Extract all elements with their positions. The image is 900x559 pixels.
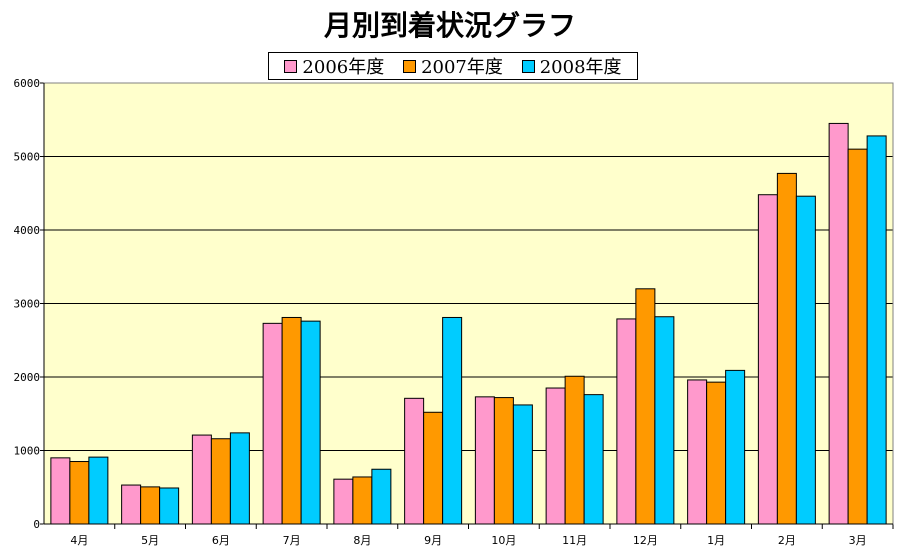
legend-item-2006: 2006年度: [284, 53, 384, 79]
bar: [545, 387, 566, 525]
y-tick-label: 0: [33, 518, 40, 531]
x-tick-label: 7月: [283, 534, 301, 547]
legend-swatch-2006: [284, 59, 298, 73]
bar: [725, 369, 746, 525]
bar: [404, 397, 425, 525]
y-tick-label: 4000: [14, 224, 41, 237]
y-tick-label: 3000: [14, 298, 41, 311]
bar: [88, 456, 109, 525]
legend-swatch-2007: [403, 59, 417, 73]
bar: [333, 478, 354, 525]
x-tick-label: 11月: [562, 534, 587, 547]
x-tick-label: 5月: [141, 534, 159, 547]
y-tick-label: 1000: [14, 445, 41, 458]
bar: [866, 135, 887, 525]
legend-item-2008: 2008年度: [521, 53, 622, 79]
bar: [687, 379, 708, 525]
bar: [493, 397, 514, 525]
bar: [654, 316, 675, 525]
x-tick-label: 10月: [491, 534, 516, 547]
chart-title: 月別到着状況グラフ: [323, 9, 576, 42]
legend-item-2007: 2007年度: [403, 53, 503, 79]
bar: [352, 476, 373, 525]
bar: [50, 457, 71, 525]
bar: [210, 438, 231, 525]
bar: [140, 486, 161, 525]
x-tick-label: 12月: [633, 534, 658, 547]
bar: [262, 322, 283, 525]
bar: [616, 318, 637, 525]
x-tick-label: 3月: [849, 534, 867, 547]
legend-label-2008: 2008年度: [539, 57, 622, 78]
bar: [757, 194, 778, 525]
bar: [442, 316, 463, 525]
bar: [512, 404, 533, 525]
bar: [828, 122, 849, 525]
bar: [635, 288, 656, 525]
bar: [300, 320, 321, 525]
y-tick-label: 5000: [14, 151, 41, 164]
bar: [191, 434, 212, 525]
legend-label-2006: 2006年度: [302, 57, 385, 78]
bar: [121, 484, 142, 525]
x-tick-label: 1月: [707, 534, 725, 547]
bar: [281, 316, 302, 525]
bar: [423, 411, 444, 525]
x-tick-label: 8月: [353, 534, 371, 547]
y-tick-label: 2000: [14, 371, 41, 384]
bar: [706, 381, 727, 525]
bar: [583, 394, 604, 525]
bar: [159, 487, 180, 525]
legend: 2006年度 2007年度 2008年度: [268, 52, 638, 80]
legend-swatch-2008: [521, 59, 535, 73]
bar: [847, 148, 868, 525]
legend-label-2007: 2007年度: [421, 57, 503, 78]
bar: [229, 432, 250, 525]
bar: [795, 195, 816, 525]
x-tick-label: 4月: [70, 534, 88, 547]
bar: [776, 172, 797, 525]
bar: [564, 375, 585, 525]
bar: [69, 461, 90, 525]
bar: [474, 396, 495, 525]
x-tick-label: 6月: [212, 534, 230, 547]
y-tick-label: 6000: [14, 77, 41, 90]
bar: [371, 468, 392, 525]
x-tick-label: 2月: [778, 534, 796, 547]
x-tick-label: 9月: [424, 534, 442, 547]
